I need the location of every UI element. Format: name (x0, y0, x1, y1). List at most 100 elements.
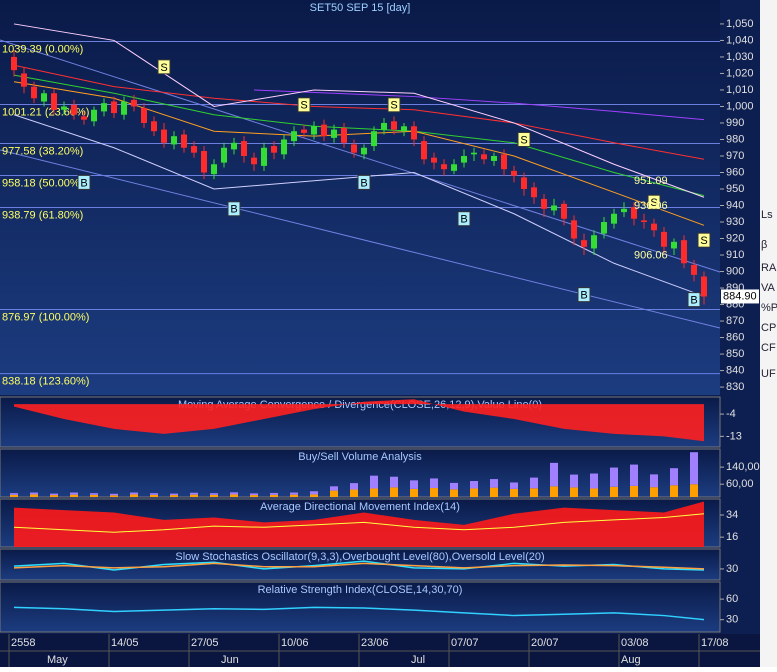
toolbar-button[interactable]: CF (761, 342, 776, 354)
signal-label: S (390, 100, 397, 112)
toolbar-button[interactable]: %P (761, 302, 777, 314)
rsi-panel (0, 581, 721, 633)
volume-bar (690, 484, 698, 497)
volume-bar (210, 494, 218, 497)
moving-average (13, 81, 705, 226)
signal-marker (77, 174, 91, 190)
price-annotation: 951.09 (634, 175, 668, 187)
candle-body (681, 240, 687, 264)
candle-body (261, 147, 267, 166)
volume-bar (630, 464, 638, 486)
y-tick-label: -4 (726, 408, 736, 420)
signal-marker (697, 232, 711, 248)
volume-bar (310, 491, 318, 495)
candle-body (611, 213, 617, 224)
x-tick-label: 07/07 (451, 637, 479, 649)
candle-body (441, 164, 447, 170)
candle-body (521, 177, 527, 189)
last-price-box (721, 289, 759, 304)
volume-bar (270, 492, 278, 495)
last-price-label: 884.90 (723, 290, 757, 302)
signal-label: S (520, 134, 527, 146)
y-tick-label: -13 (726, 430, 742, 442)
candle-body (141, 108, 147, 123)
volume-bar (250, 495, 258, 497)
volume-bar (170, 495, 178, 497)
candle-body (121, 101, 127, 115)
volume-bar (430, 478, 438, 489)
candle-body (191, 146, 197, 153)
volume-bar (190, 492, 198, 495)
candle-body (81, 116, 87, 120)
y-tick-label: 870 (726, 315, 744, 327)
candle-body (231, 142, 237, 150)
candle-body (421, 141, 427, 160)
y-tick-label: 840 (726, 364, 744, 376)
candle-body (351, 144, 357, 153)
signal-marker (357, 174, 371, 190)
candle-body (361, 147, 367, 155)
volume-bar (10, 494, 18, 497)
x-tick-label: 27/05 (191, 637, 219, 649)
toolbar-button[interactable]: RA (761, 262, 777, 274)
candle-body (571, 220, 577, 239)
toolbar-button[interactable]: β (761, 239, 767, 251)
candle-body (641, 220, 647, 223)
volume-bar (70, 492, 78, 495)
candle-body (391, 121, 397, 130)
volume-bar (650, 487, 658, 497)
candle-body (701, 276, 707, 297)
moving-average (253, 89, 705, 121)
volume-bar (350, 483, 358, 490)
month-label: Jun (221, 654, 239, 666)
signal-label: B (230, 204, 237, 216)
signal-marker (647, 194, 661, 210)
candle-body (171, 136, 177, 145)
volume-bar (430, 488, 438, 497)
signal-label: B (690, 294, 697, 306)
volume-bar (550, 486, 558, 497)
candle-body (331, 129, 337, 138)
volume-bar (690, 452, 698, 485)
volume-bar (270, 494, 278, 497)
y-tick-label: 34 (726, 509, 738, 521)
candle-body (591, 235, 597, 249)
candle-body (241, 141, 247, 156)
volume-bar (230, 494, 238, 497)
y-tick-label: 830 (726, 381, 744, 393)
indicator-line (13, 562, 705, 570)
candle-body (501, 154, 507, 170)
signal-label: S (700, 235, 707, 247)
moving-average (13, 23, 705, 198)
y-tick-label: 930 (726, 216, 744, 228)
volume-bar (670, 485, 678, 497)
volume-bar (370, 488, 378, 497)
candle-body (281, 139, 287, 155)
volume-bar (670, 468, 678, 486)
toolbar-button[interactable]: CP (761, 322, 776, 334)
volume-bar (470, 481, 478, 489)
toolbar-button[interactable]: VA (761, 282, 776, 294)
volume-bar (30, 494, 38, 497)
volume-bar (610, 486, 618, 497)
month-label: May (47, 654, 68, 666)
moving-average (13, 74, 705, 197)
volume-bar (150, 493, 158, 495)
toolbar-button[interactable]: Ls (761, 209, 773, 221)
y-tick-label: 1,050 (726, 18, 754, 30)
candle-body (291, 131, 297, 142)
toolbar-button[interactable]: UF (761, 368, 776, 380)
y-tick-label: 860 (726, 331, 744, 343)
y-tick-label: 30 (726, 563, 738, 575)
candle-body (341, 127, 347, 143)
trend-channel (0, 39, 721, 273)
y-tick-label: 1,010 (726, 84, 754, 96)
volume-bar (30, 492, 38, 495)
volume-bar (290, 494, 298, 497)
signal-label: B (80, 177, 87, 189)
candle-body (551, 205, 557, 211)
x-tick-label: 2558 (11, 637, 35, 649)
candle-body (251, 157, 257, 165)
volume-bar (570, 487, 578, 497)
